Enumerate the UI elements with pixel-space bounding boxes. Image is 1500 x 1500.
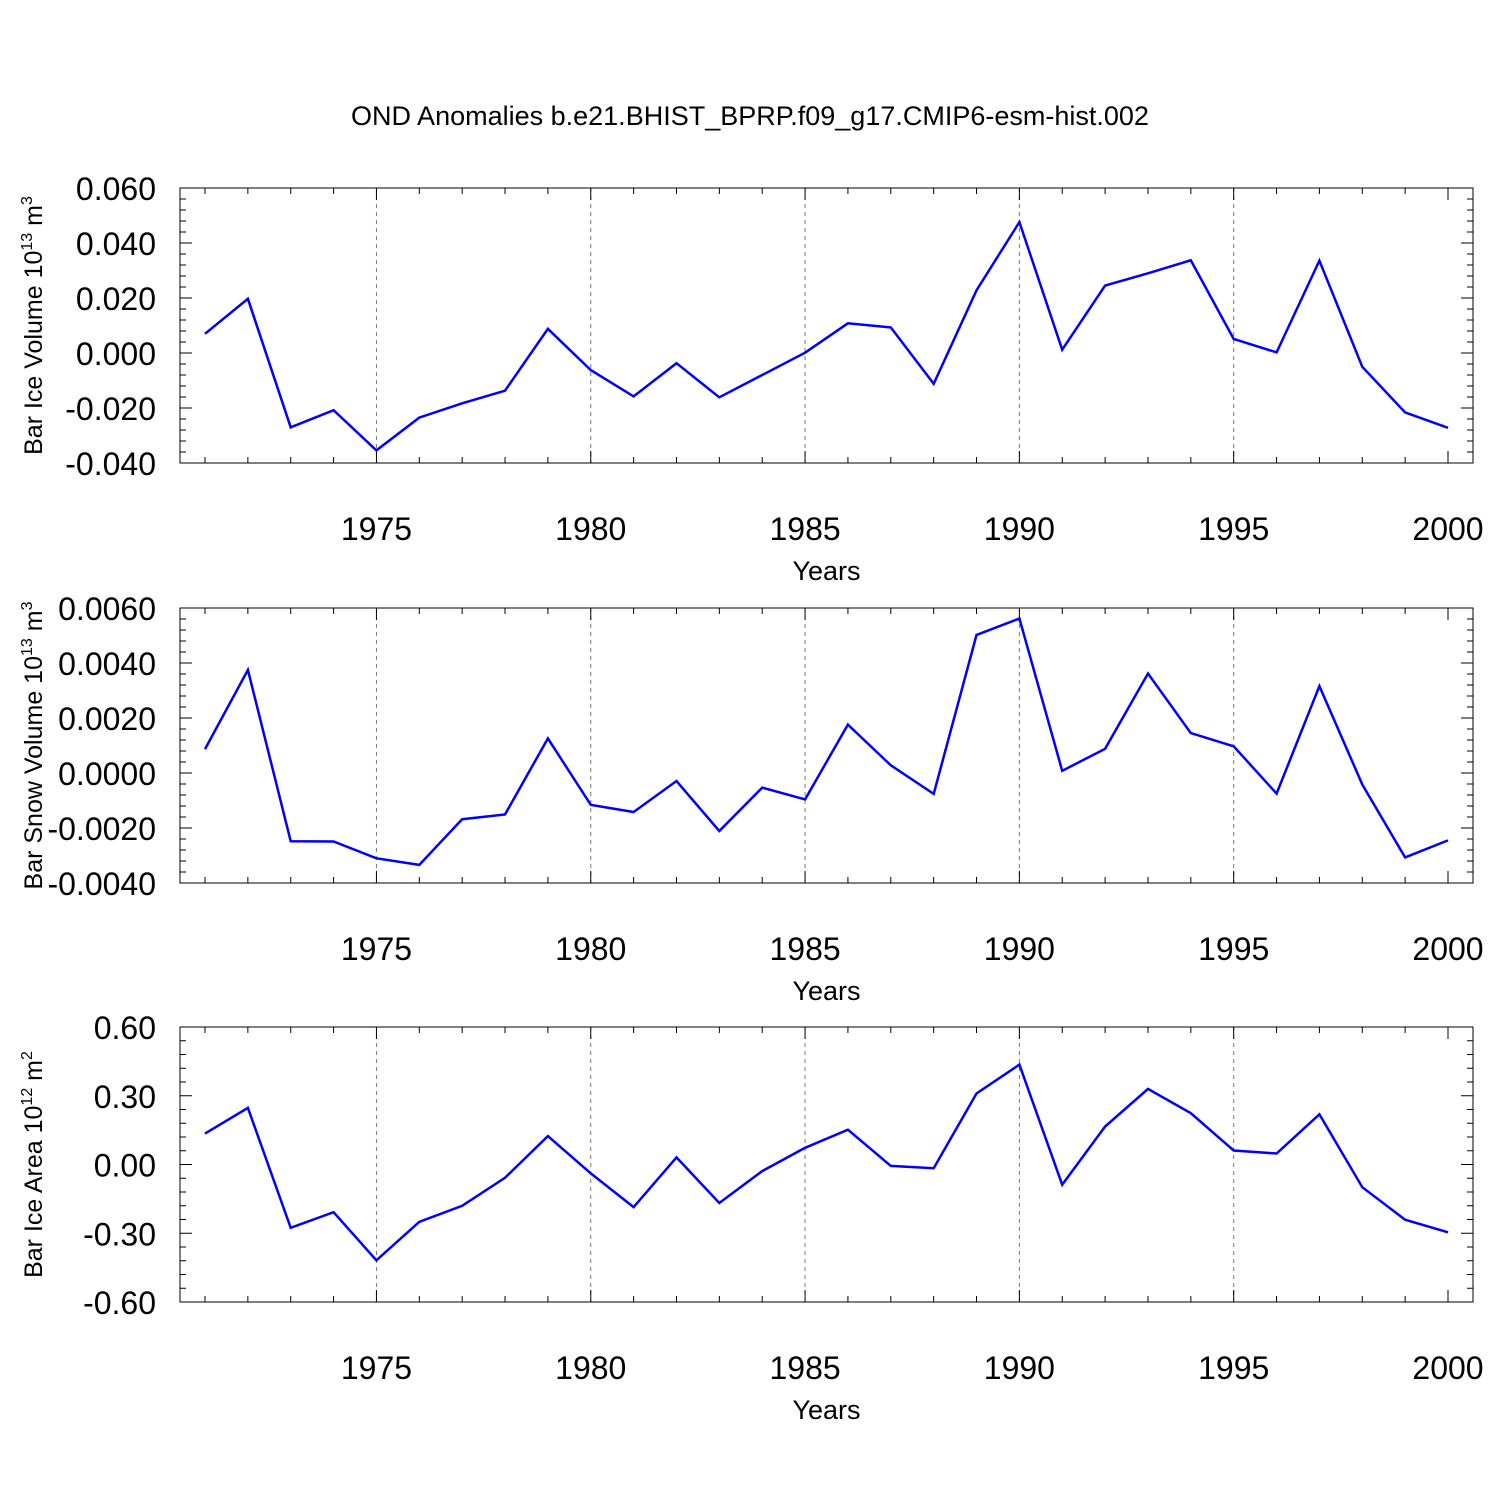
x-axis-label: Years — [792, 556, 860, 586]
y-tick-label: 0.0000 — [58, 756, 156, 792]
y-axis-label: Bar Snow Volume 1013 m3 — [19, 601, 48, 889]
y-tick-label: 0.000 — [76, 336, 156, 372]
y-tick-label: -0.020 — [65, 391, 156, 427]
x-tick-label: 2000 — [1412, 1350, 1483, 1386]
x-tick-label: 1990 — [984, 511, 1055, 547]
x-tick-label: 1985 — [769, 1350, 840, 1386]
y-tick-label: -0.0040 — [47, 866, 156, 902]
y-axis-label: Bar Ice Area 1012 m2 — [19, 1051, 48, 1278]
y-tick-label: 0.60 — [94, 1010, 156, 1046]
x-axis-label: Years — [792, 1395, 860, 1425]
y-tick-label: 0.060 — [76, 171, 156, 207]
x-axis-label: Years — [792, 976, 860, 1006]
x-tick-label: 1975 — [341, 511, 412, 547]
y-tick-label: 0.020 — [76, 281, 156, 317]
panel-snow-volume: -0.0040 -0.0020 0.0000 0.0020 0.0040 0.0060 19… — [19, 591, 1484, 1006]
x-tick-label: 1980 — [555, 511, 626, 547]
x-tick-label: 1990 — [984, 931, 1055, 967]
y-tick-label: 0.00 — [94, 1148, 156, 1184]
x-tick-label: 1995 — [1198, 1350, 1269, 1386]
y-tick-label: 0.0020 — [58, 701, 156, 737]
x-tick-label: 1975 — [341, 1350, 412, 1386]
x-tick-label: 2000 — [1412, 931, 1483, 967]
y-tick-label: 0.040 — [76, 226, 156, 262]
x-tick-label: 1980 — [555, 931, 626, 967]
y-tick-label: -0.040 — [65, 446, 156, 482]
x-tick-label: 1995 — [1198, 931, 1269, 967]
y-tick-label: 0.0060 — [58, 591, 156, 627]
x-tick-label: 2000 — [1412, 511, 1483, 547]
plot-frame — [180, 188, 1473, 463]
x-tick-label: 1975 — [341, 931, 412, 967]
x-tick-label: 1985 — [769, 511, 840, 547]
panel-ice-volume: -0.040 -0.020 0.000 0.020 0.040 0.060 1975 1980… — [19, 171, 1484, 586]
y-tick-label: 0.0040 — [58, 646, 156, 682]
y-tick-label: -0.30 — [83, 1216, 156, 1252]
y-axis-label: Bar Ice Volume 1013 m3 — [19, 196, 48, 455]
y-tick-label: -0.0020 — [47, 811, 156, 847]
y-tick-label: 0.30 — [94, 1079, 156, 1115]
panel-ice-area: -0.60 -0.30 0.00 0.30 0.60 1975 1980 1985 1990 19… — [19, 1010, 1484, 1425]
series-line — [205, 1065, 1448, 1261]
series-line — [205, 619, 1448, 865]
plot-frame — [180, 608, 1473, 883]
series-line — [205, 222, 1448, 450]
plot-frame — [180, 1027, 1473, 1302]
y-tick-label: -0.60 — [83, 1285, 156, 1321]
x-tick-label: 1990 — [984, 1350, 1055, 1386]
x-tick-label: 1980 — [555, 1350, 626, 1386]
x-tick-label: 1995 — [1198, 511, 1269, 547]
chart-title: OND Anomalies b.e21.BHIST_BPRP.f09_g17.C… — [351, 101, 1149, 131]
x-tick-label: 1985 — [769, 931, 840, 967]
